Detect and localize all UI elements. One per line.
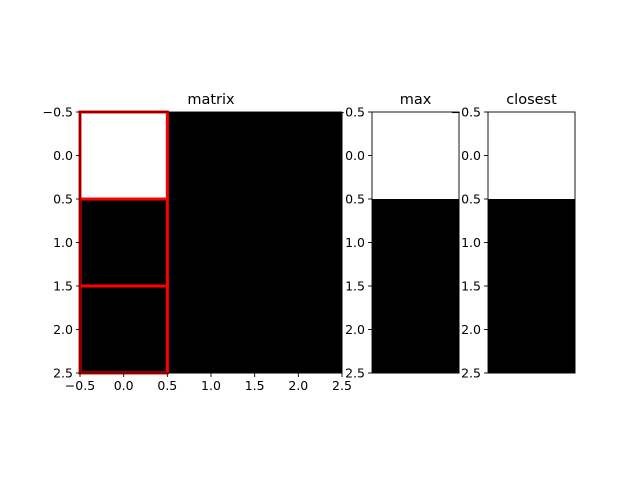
- matrix-xtick-label: 2.0: [288, 378, 308, 393]
- closest-panel: closest −0.5 0.0 0.5 1.0 1.5 2.0 2.5: [451, 92, 576, 381]
- matrix-xtick-label: −0.5: [65, 378, 95, 393]
- closest-cell-r0-c0: [488, 112, 576, 200]
- closest-title: closest: [506, 92, 557, 108]
- closest-ytick-label: 2.0: [461, 322, 481, 337]
- closest-ytick-label: −0.5: [451, 105, 481, 120]
- matrix-cell-r0-c1: [167, 112, 256, 200]
- matrix-xtick-label: 1.0: [201, 378, 221, 393]
- matrix-xtick-label: 0.0: [114, 378, 134, 393]
- matrix-cell-r1-c1: [167, 199, 256, 287]
- matrix-ytick-label: 2.5: [53, 366, 73, 381]
- matrix-cell-r0-c0: [80, 112, 168, 200]
- max-ytick-label: 0.0: [345, 148, 365, 163]
- matrix-cell-r1-c2: [254, 199, 343, 287]
- matrix-xtick-label: 0.5: [157, 378, 177, 393]
- max-panel: max −0.5 0.0 0.5 1.0 1.5 2.0 2.5: [335, 92, 460, 381]
- closest-ytick-label: 2.5: [461, 366, 481, 381]
- closest-ytick-label: 1.0: [461, 235, 481, 250]
- max-ytick-label: −0.5: [335, 105, 365, 120]
- max-cell-r2-c0: [372, 286, 460, 374]
- matrix-ytick-label: 1.0: [53, 235, 73, 250]
- matrix-title: matrix: [187, 92, 235, 108]
- max-cell-r0-c0: [372, 112, 460, 200]
- matrix-xtick-label: 2.5: [332, 378, 352, 393]
- closest-ytick-label: 0.5: [461, 192, 481, 207]
- closest-cell-r2-c0: [488, 286, 576, 374]
- matrix-ytick-label: 0.5: [53, 192, 73, 207]
- max-ytick-label: 1.5: [345, 279, 365, 294]
- matrix-cell-r2-c2: [254, 286, 343, 374]
- closest-ytick-label: 1.5: [461, 279, 481, 294]
- matrix-ytick-label: 1.5: [53, 279, 73, 294]
- matrix-xtick-label: 1.5: [245, 378, 265, 393]
- max-cell-r1-c0: [372, 199, 460, 287]
- max-ytick-label: 0.5: [345, 192, 365, 207]
- matrix-cell-r0-c2: [254, 112, 343, 200]
- closest-cell-r1-c0: [488, 199, 576, 287]
- max-ytick-label: 1.0: [345, 235, 365, 250]
- matrix-cell-r2-c1: [167, 286, 256, 374]
- matrix-ytick-label: 2.0: [53, 322, 73, 337]
- matrix-cell-r1-c0: [80, 199, 168, 287]
- max-title: max: [400, 92, 432, 108]
- max-ytick-label: 2.5: [345, 366, 365, 381]
- max-ytick-label: 2.0: [345, 322, 365, 337]
- matrix-ytick-label: 0.0: [53, 148, 73, 163]
- matrix-cell-r2-c0: [80, 286, 168, 374]
- matrix-ytick-label: −0.5: [43, 105, 73, 120]
- matrix-panel: matrix −0.50.00.51.01.52.02.5−0.5 0.0 0.5 1…: [43, 92, 352, 393]
- closest-ytick-label: 0.0: [461, 148, 481, 163]
